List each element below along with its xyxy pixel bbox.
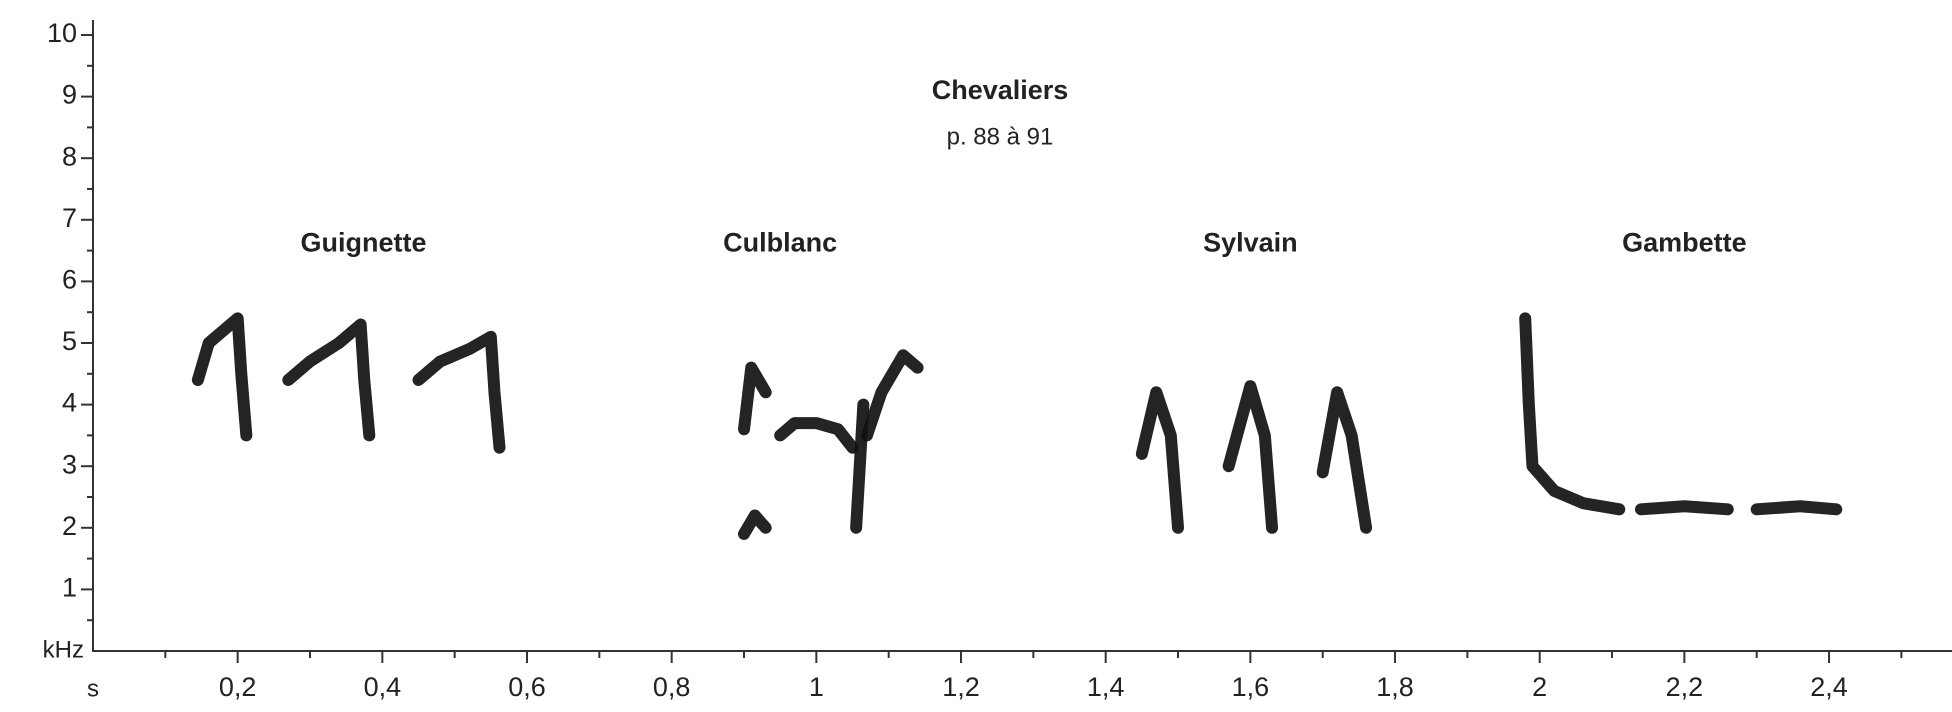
y-tick-label: 9 — [62, 80, 77, 110]
x-tick-label: 1 — [809, 672, 824, 702]
call-trace — [191, 312, 253, 442]
call-trace — [412, 330, 506, 454]
x-tick-label: 0,8 — [653, 672, 691, 702]
y-tick-label: 6 — [62, 265, 77, 295]
y-tick-label: 7 — [62, 203, 77, 233]
call-trace — [282, 318, 376, 442]
call-trace — [738, 361, 772, 436]
call-trace — [1135, 386, 1185, 534]
x-tick-label: 2,4 — [1810, 672, 1848, 702]
x-tick-label: 1,4 — [1087, 672, 1125, 702]
call-trace — [738, 509, 772, 540]
call-trace — [1519, 312, 1626, 516]
call-trace — [860, 349, 924, 442]
call-trace — [774, 417, 859, 454]
species-label: Gambette — [1622, 228, 1747, 258]
chart-title: Chevaliers — [932, 75, 1069, 105]
x-tick-label: 0,2 — [219, 672, 257, 702]
call-trace — [1222, 380, 1279, 534]
y-tick-label: 5 — [62, 326, 77, 356]
y-tick-label: 3 — [62, 449, 77, 479]
y-tick-label: 10 — [47, 18, 77, 48]
y-tick-label: 8 — [62, 141, 77, 171]
x-tick-label: 2 — [1532, 672, 1547, 702]
x-tick-label: 1,8 — [1376, 672, 1414, 702]
x-tick-label: 0,6 — [508, 672, 546, 702]
x-tick-label: 2,2 — [1666, 672, 1704, 702]
y-tick-label: 1 — [62, 573, 77, 603]
call-trace — [1750, 500, 1843, 516]
x-tick-label: 0,4 — [364, 672, 402, 702]
species-label: Culblanc — [723, 228, 837, 258]
x-axis-label: s — [87, 675, 99, 702]
species-label: Guignette — [301, 228, 427, 258]
chart-subtitle: p. 88 à 91 — [947, 123, 1054, 150]
y-axis-label: kHz — [43, 636, 84, 663]
call-trace — [1316, 386, 1373, 534]
x-tick-label: 1,2 — [942, 672, 980, 702]
call-trace — [850, 398, 870, 534]
species-label: Sylvain — [1203, 228, 1298, 258]
call-trace — [1634, 500, 1734, 516]
x-tick-label: 1,6 — [1232, 672, 1270, 702]
y-tick-label: 2 — [62, 511, 77, 541]
y-tick-label: 4 — [62, 388, 77, 418]
